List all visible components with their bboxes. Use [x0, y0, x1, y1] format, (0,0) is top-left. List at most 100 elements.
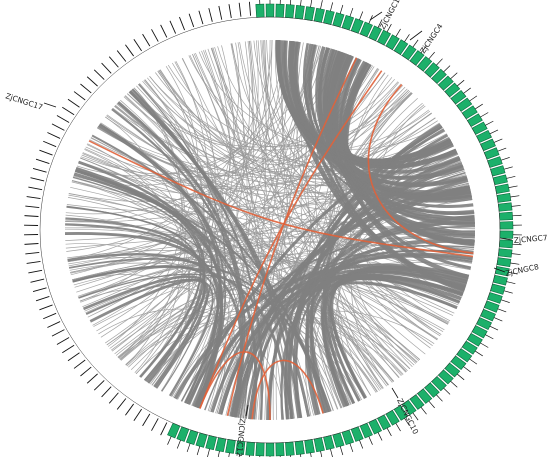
synteny-link	[195, 52, 384, 389]
chromosome-tick	[359, 11, 364, 20]
chromosome-tick	[228, 452, 230, 457]
chromosome-tick	[450, 72, 458, 80]
chromosome-tick	[377, 432, 383, 441]
chromosome-tick	[503, 290, 513, 294]
synteny-link	[207, 48, 455, 314]
chromosome-tick	[457, 79, 465, 87]
chromosome-tick	[339, 446, 344, 456]
gene-label-text: ZjCNGC4	[418, 22, 445, 55]
chromosome-tick	[320, 450, 323, 457]
chromosome-tick	[86, 373, 98, 384]
chromosome-tick	[497, 147, 507, 152]
chromosome-tick	[300, 0, 302, 6]
chromosome-tick	[469, 95, 478, 102]
chromosome-ring	[39, 3, 514, 457]
synteny-link	[239, 42, 438, 341]
chromosome-tick	[51, 123, 65, 131]
chromosome-tick	[428, 51, 435, 60]
chromosome-tick	[196, 446, 201, 456]
synteny-link-bundle	[173, 263, 470, 400]
chromosome-tick	[125, 44, 134, 57]
synteny-link	[96, 79, 211, 332]
synteny-link-bundle	[290, 41, 475, 216]
chromosome-tick	[310, 0, 313, 8]
chromosome-tick	[330, 2, 334, 12]
chromosome-tick	[160, 24, 168, 38]
segmental-duplication-links	[88, 57, 474, 421]
chromosome-tick	[218, 5, 223, 20]
synteny-link	[79, 286, 351, 405]
chromosome-tick	[35, 296, 50, 302]
chromosome-tick	[30, 278, 45, 283]
chromosome-tick	[457, 373, 465, 381]
chromosome-tick	[32, 167, 47, 173]
chromosome-block	[497, 202, 513, 212]
chromosome-block	[205, 435, 217, 451]
chromosome-tick	[463, 87, 471, 94]
chromosome-block	[499, 221, 514, 230]
chromosome-tick	[24, 215, 39, 217]
chromosome-tick	[420, 406, 427, 415]
chromosome-tick	[86, 76, 98, 87]
chromosome-tick	[188, 13, 195, 28]
chromosome-tick	[93, 69, 105, 80]
chromosome-tick	[474, 350, 483, 357]
chromosome-tick	[485, 334, 494, 340]
chromosome-tick	[506, 281, 516, 285]
chromosome-block	[275, 442, 285, 457]
chromosome-tick	[386, 427, 392, 437]
chromosome-tick	[25, 205, 40, 208]
chromosome-block	[265, 442, 275, 457]
chromosome-tick	[51, 329, 65, 337]
chromosome-tick	[339, 4, 344, 14]
chromosome-tick	[208, 8, 213, 22]
chromosome-tick	[443, 387, 451, 395]
chromosome-tick	[62, 344, 75, 354]
chromosome-block	[255, 3, 265, 18]
chromosome-tick	[359, 440, 364, 449]
chromosome-block	[225, 439, 236, 454]
chromosome-tick	[93, 380, 105, 391]
chromosome-tick	[56, 115, 70, 123]
chromosome-tick	[485, 120, 494, 126]
chromosome-tick	[26, 196, 41, 200]
chromosome-tick	[228, 4, 232, 19]
chromosome-block	[265, 3, 275, 18]
chromosome-tick	[412, 412, 419, 421]
synteny-link-bundle	[310, 149, 457, 414]
chromosome-tick	[35, 158, 50, 164]
chromosome-block	[285, 4, 295, 19]
chromosome-tick	[101, 62, 112, 74]
chromosome-tick	[489, 129, 499, 135]
highlight-link	[199, 351, 271, 421]
synteny-link	[155, 72, 399, 148]
chromosome-tick	[320, 0, 323, 10]
chromosome-tick	[511, 253, 521, 255]
chromosome-tick	[300, 454, 302, 457]
chromosome-tick	[463, 366, 471, 373]
chromosome-tick	[506, 175, 516, 179]
chromosome-tick	[56, 337, 70, 345]
synteny-link	[71, 181, 457, 310]
synteny-link-bundle	[129, 89, 311, 417]
chromosome-tick	[412, 39, 419, 48]
chromosome-tick	[67, 98, 80, 108]
chromosome-block	[195, 432, 208, 448]
synteny-link	[264, 44, 313, 420]
synteny-link-bundle	[78, 160, 223, 407]
chromosome-tick	[512, 214, 522, 217]
chromosome-tick	[73, 359, 86, 369]
chromosome-block	[490, 283, 506, 295]
chromosome-tick	[28, 186, 43, 191]
synteny-link-bundle	[247, 281, 458, 420]
synteny-link	[132, 88, 407, 372]
chromosome-tick	[493, 317, 503, 322]
chromosome-tick	[179, 16, 186, 31]
synteny-link	[324, 82, 449, 324]
chromosome-tick	[474, 103, 483, 110]
chromosome-block	[215, 437, 227, 453]
chromosome-tick	[125, 403, 134, 416]
highlight-link	[199, 70, 383, 409]
synteny-link	[111, 83, 217, 352]
